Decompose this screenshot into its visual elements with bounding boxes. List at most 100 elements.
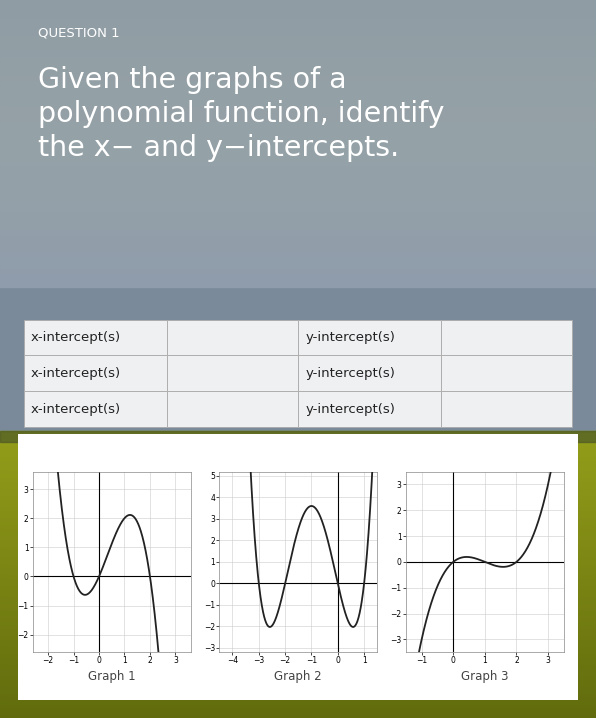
Bar	[0, 158, 596, 160]
Bar	[0, 79, 596, 81]
Bar	[0, 246, 596, 249]
Bar	[0, 38, 596, 41]
Bar	[0, 172, 596, 174]
Text: x-intercept(s): x-intercept(s)	[31, 367, 121, 380]
Bar	[0, 592, 596, 596]
Bar	[0, 213, 596, 215]
Text: x-intercept(s): x-intercept(s)	[31, 331, 121, 344]
Bar	[24, 320, 167, 355]
Bar	[0, 431, 596, 442]
Bar	[0, 239, 596, 242]
Bar	[0, 127, 596, 129]
Bar	[0, 146, 596, 149]
Bar	[0, 495, 596, 499]
Bar	[0, 189, 596, 192]
Bar	[0, 474, 596, 477]
Bar	[0, 122, 596, 124]
Bar	[0, 275, 596, 278]
Bar	[0, 571, 596, 574]
Bar	[0, 215, 596, 218]
Bar	[0, 41, 596, 43]
Bar	[167, 355, 298, 391]
Bar	[0, 664, 596, 668]
Bar	[0, 675, 596, 679]
Bar	[0, 278, 596, 280]
Bar	[0, 203, 596, 206]
Bar	[0, 528, 596, 531]
Bar	[0, 470, 596, 474]
Bar	[0, 228, 596, 230]
Bar	[0, 442, 596, 445]
Bar	[441, 391, 572, 427]
Bar	[167, 391, 298, 427]
Text: y-intercept(s): y-intercept(s)	[305, 367, 395, 380]
Bar	[0, 232, 596, 235]
Bar	[0, 29, 596, 31]
Bar	[0, 477, 596, 481]
Bar	[0, 499, 596, 503]
Bar	[0, 19, 596, 22]
Bar	[0, 151, 596, 153]
Bar	[0, 81, 596, 84]
Bar	[0, 0, 596, 2]
Bar	[0, 12, 596, 14]
Bar	[0, 714, 596, 718]
Bar	[0, 110, 596, 113]
Bar	[0, 693, 596, 696]
Bar	[0, 196, 596, 199]
Bar	[0, 156, 596, 158]
Bar	[0, 65, 596, 67]
Bar	[0, 485, 596, 488]
Bar	[0, 467, 596, 470]
Bar	[0, 24, 596, 27]
Bar	[0, 535, 596, 538]
Bar	[0, 136, 596, 139]
Bar	[0, 230, 596, 232]
Bar	[0, 600, 596, 603]
Bar	[298, 320, 441, 355]
Bar	[0, 84, 596, 86]
Bar	[0, 144, 596, 146]
Bar	[0, 261, 596, 264]
Bar	[0, 589, 596, 592]
Bar	[0, 567, 596, 571]
Bar	[0, 650, 596, 653]
Bar	[0, 635, 596, 639]
Bar	[0, 481, 596, 485]
Bar	[0, 225, 596, 228]
Bar	[0, 582, 596, 585]
Bar	[0, 578, 596, 582]
X-axis label: Graph 3: Graph 3	[461, 670, 508, 683]
Bar	[0, 538, 596, 542]
Bar	[0, 492, 596, 495]
Bar	[0, 115, 596, 117]
Bar	[0, 210, 596, 213]
Bar	[0, 696, 596, 700]
Bar	[298, 355, 441, 391]
Bar	[0, 182, 596, 185]
Bar	[0, 101, 596, 103]
Bar	[0, 643, 596, 646]
Bar	[0, 610, 596, 614]
Bar	[0, 253, 596, 256]
Bar	[0, 74, 596, 77]
Bar	[0, 657, 596, 661]
Bar	[0, 201, 596, 203]
Bar	[0, 268, 596, 271]
Bar	[0, 671, 596, 675]
Bar	[0, 55, 596, 57]
Bar	[0, 542, 596, 546]
Bar	[0, 17, 596, 19]
Bar	[0, 180, 596, 182]
Bar	[0, 36, 596, 38]
Bar	[0, 249, 596, 251]
Bar	[0, 77, 596, 79]
Bar	[0, 170, 596, 172]
FancyBboxPatch shape	[13, 432, 583, 703]
Bar	[0, 194, 596, 196]
Bar	[0, 108, 596, 110]
Bar	[0, 251, 596, 253]
Bar	[0, 264, 596, 266]
Bar	[0, 95, 596, 98]
Bar	[0, 177, 596, 180]
